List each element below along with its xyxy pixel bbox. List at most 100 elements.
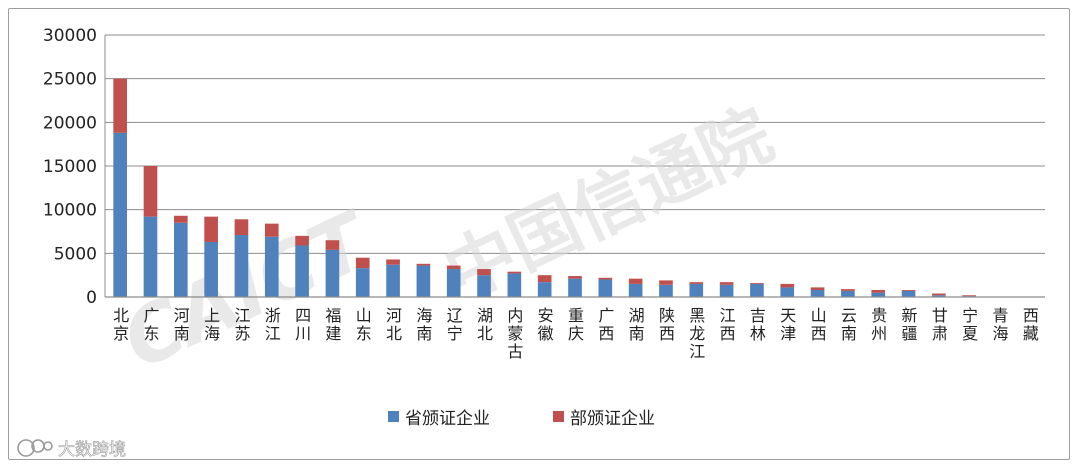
x-category-label: 福建 bbox=[325, 306, 341, 343]
bar-segment-ministry bbox=[628, 278, 643, 284]
bar-segment-ministry bbox=[750, 283, 764, 284]
bar-segment-provincial bbox=[568, 278, 582, 297]
bar-segment-ministry bbox=[325, 240, 340, 250]
bar-segment-provincial bbox=[780, 287, 795, 297]
x-category-label: 江苏 bbox=[234, 306, 250, 343]
y-tick-label: 25000 bbox=[43, 70, 97, 90]
bar-segment-ministry bbox=[962, 295, 977, 297]
bar-segment-ministry bbox=[568, 276, 582, 279]
x-category-label: 山西 bbox=[811, 306, 827, 343]
bar-segment-provincial bbox=[113, 132, 127, 297]
x-category-label: 河北 bbox=[386, 306, 402, 343]
bar-segment-ministry bbox=[477, 269, 491, 276]
bar-segment-provincial bbox=[477, 275, 491, 297]
y-tick-label: 10000 bbox=[43, 201, 97, 221]
legend-label: 省颁证企业 bbox=[405, 409, 490, 429]
bar-segment-provincial bbox=[143, 216, 158, 297]
x-category-label: 北京 bbox=[113, 306, 129, 343]
bar-segment-provincial bbox=[719, 284, 734, 297]
x-category-label: 新疆 bbox=[902, 306, 918, 343]
bar-segment-ministry bbox=[143, 166, 158, 217]
bar-segment-ministry bbox=[234, 219, 249, 235]
bar-segment-ministry bbox=[386, 259, 400, 265]
x-category-label: 湖北 bbox=[477, 306, 493, 343]
bar-segment-ministry bbox=[719, 282, 734, 285]
x-category-label: 广西 bbox=[598, 306, 614, 343]
bar-segment-ministry bbox=[173, 215, 188, 223]
bars bbox=[113, 78, 977, 297]
bar-segment-provincial bbox=[173, 222, 188, 297]
x-category-label: 浙江 bbox=[265, 306, 281, 343]
y-tick-label: 20000 bbox=[43, 113, 97, 133]
x-category-label: 上海 bbox=[204, 306, 220, 343]
x-category-labels: 北京广东河南上海江苏浙江四川福建山东河北海南辽宁湖北内蒙古安徽重庆广西湖南陕西黑… bbox=[113, 306, 1039, 361]
bar-segment-provincial bbox=[810, 290, 825, 297]
x-category-label: 贵州 bbox=[871, 306, 887, 343]
x-category-label: 山东 bbox=[356, 306, 372, 343]
x-category-label: 吉林 bbox=[750, 306, 766, 343]
x-category-label: 广东 bbox=[143, 306, 159, 343]
bar-segment-ministry bbox=[113, 78, 127, 133]
bar-segment-provincial bbox=[234, 234, 249, 297]
bar-segment-provincial bbox=[871, 292, 886, 297]
bar-segment-provincial bbox=[204, 241, 218, 297]
bar-segment-ministry bbox=[355, 257, 370, 269]
bar-segment-ministry bbox=[810, 287, 825, 291]
y-tick-label: 15000 bbox=[43, 157, 97, 177]
x-category-label: 宁夏 bbox=[962, 306, 978, 343]
x-category-label: 天津 bbox=[780, 306, 796, 343]
bar-segment-provincial bbox=[750, 283, 764, 297]
bar-segment-ministry bbox=[932, 293, 946, 296]
x-category-label: 黑龙江 bbox=[689, 306, 705, 361]
legend: 省颁证企业 部颁证企业 bbox=[388, 409, 655, 429]
bar-segment-ministry bbox=[901, 290, 916, 291]
legend-swatch bbox=[388, 411, 399, 422]
x-category-label: 海南 bbox=[416, 306, 432, 343]
brand-text: 大数跨境 bbox=[58, 440, 126, 460]
bar-segment-ministry bbox=[204, 216, 218, 242]
bar-segment-provincial bbox=[264, 236, 279, 297]
y-tick-labels: 0 5000 10000 15000 20000 25000 30000 bbox=[43, 26, 97, 308]
bar-segment-ministry bbox=[295, 235, 309, 246]
bar-segment-provincial bbox=[416, 265, 431, 297]
x-category-label: 湖南 bbox=[629, 306, 645, 343]
bar-segment-provincial bbox=[507, 273, 522, 297]
bar-segment-ministry bbox=[446, 265, 461, 270]
bar-segment-provincial bbox=[446, 269, 461, 297]
y-tick-label: 5000 bbox=[54, 244, 97, 264]
y-tick-label: 30000 bbox=[43, 26, 97, 46]
legend-label: 部颁证企业 bbox=[570, 409, 655, 429]
x-category-label: 辽宁 bbox=[447, 306, 463, 343]
x-category-label: 西藏 bbox=[1023, 306, 1039, 343]
legend-swatch bbox=[553, 411, 564, 422]
x-category-label: 云南 bbox=[841, 306, 857, 343]
bar-segment-provincial bbox=[355, 268, 370, 297]
x-category-label: 甘肃 bbox=[932, 306, 948, 343]
bar-segment-ministry bbox=[416, 263, 431, 266]
bar-segment-provincial bbox=[932, 295, 946, 297]
bar-segment-provincial bbox=[386, 264, 400, 297]
x-category-label: 陕西 bbox=[659, 306, 675, 343]
bar-segment-ministry bbox=[537, 275, 552, 283]
bar-segment-provincial bbox=[901, 290, 916, 297]
bar-segment-provincial bbox=[295, 245, 309, 297]
bar-segment-provincial bbox=[598, 279, 613, 297]
x-category-label: 重庆 bbox=[568, 306, 584, 343]
x-category-label: 四川 bbox=[295, 306, 311, 343]
bar-segment-ministry bbox=[507, 271, 522, 274]
axes bbox=[104, 35, 1045, 298]
x-category-label: 河南 bbox=[174, 306, 190, 343]
circle-logo-icon bbox=[17, 439, 53, 457]
bar-segment-provincial bbox=[841, 290, 855, 297]
x-category-label: 青海 bbox=[993, 306, 1009, 343]
x-category-label: 江西 bbox=[720, 306, 736, 343]
bar-segment-ministry bbox=[264, 223, 279, 237]
x-category-label: 内蒙古 bbox=[507, 306, 523, 361]
y-tick-label: 0 bbox=[86, 288, 97, 308]
bar-segment-provincial bbox=[537, 282, 552, 297]
bar-segment-provincial bbox=[689, 283, 704, 297]
bar-segment-ministry bbox=[689, 282, 704, 284]
bar-segment-ministry bbox=[841, 289, 855, 291]
bar-segment-provincial bbox=[659, 284, 673, 297]
